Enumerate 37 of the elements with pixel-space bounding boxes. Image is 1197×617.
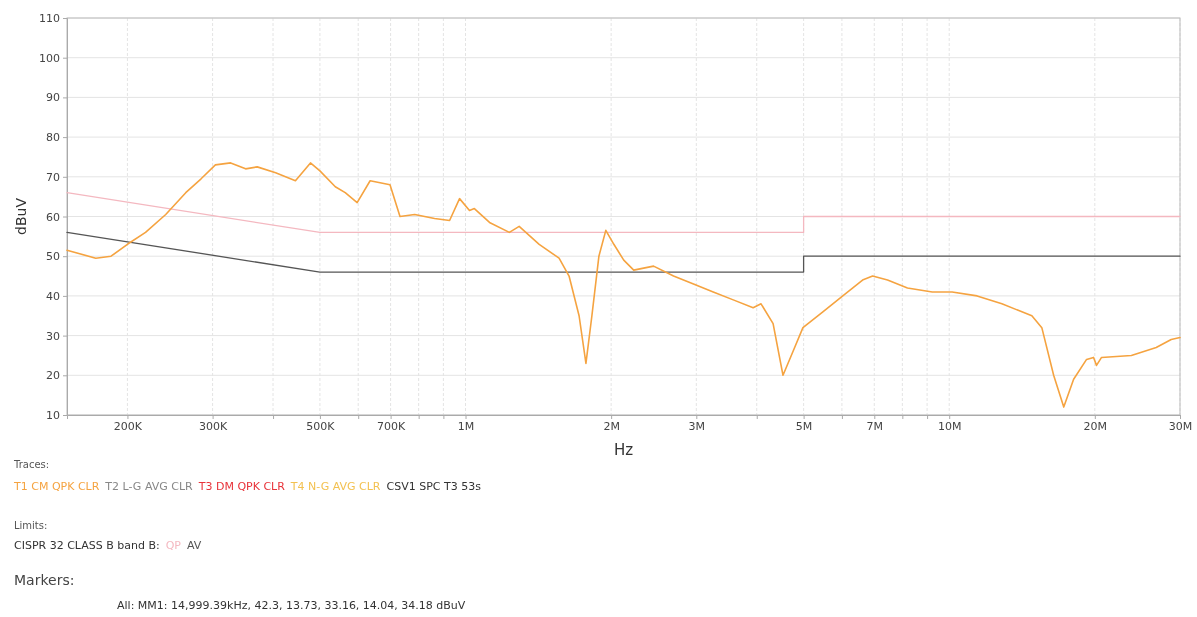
y-tick-label: 30 xyxy=(46,329,60,343)
x-tick-label: 7M xyxy=(866,419,884,433)
x-tick-label: 30M xyxy=(1168,419,1193,433)
y-tick-label: 60 xyxy=(46,210,60,224)
x-tick-label: 10M xyxy=(937,419,962,433)
x-tick-label: 700K xyxy=(376,419,406,433)
x-tick-label: 1M xyxy=(457,419,475,433)
x-tick-label: 200K xyxy=(113,419,143,433)
y-tick-label: 110 xyxy=(39,12,60,26)
x-tick-label: 3M xyxy=(688,419,706,433)
y-tick-label: 100 xyxy=(39,51,60,65)
text: AV xyxy=(187,539,202,552)
text: CISPR 32 CLASS B band B: xyxy=(14,539,160,552)
y-tick-label: 70 xyxy=(46,170,60,184)
text: Markers: xyxy=(14,572,75,588)
x-tick-label: 2M xyxy=(603,419,620,433)
x-axis-title: Hz xyxy=(613,441,634,459)
text: Traces: xyxy=(13,459,50,470)
y-tick-label: 50 xyxy=(46,250,60,264)
text: T1 CM QPK CLR xyxy=(13,480,100,493)
y-axis-title: dBuV xyxy=(13,197,29,235)
text: Limits: xyxy=(14,520,48,531)
x-tick-label: 20M xyxy=(1083,419,1108,433)
text: T3 DM QPK CLR xyxy=(197,480,286,493)
y-tick-label: 40 xyxy=(46,289,60,303)
y-tick-label: 10 xyxy=(46,409,60,423)
y-tick-label: 90 xyxy=(46,91,60,105)
text: CSV1 SPC T3 53s xyxy=(386,480,482,493)
x-tick-label: 5M xyxy=(795,419,813,433)
text: T2 L-G AVG CLR xyxy=(104,480,194,493)
text: T4 N-G AVG CLR xyxy=(289,480,381,493)
x-tick-label: 500K xyxy=(306,419,336,433)
y-tick-label: 80 xyxy=(46,131,60,145)
text: All: MM1: 14,999.39kHz, 42.3, 13.73, 33.16, 14.04, 34.18 dBuV xyxy=(117,599,466,612)
y-tick-label: 20 xyxy=(46,369,60,383)
text: QP xyxy=(165,539,182,552)
x-tick-label: 300K xyxy=(199,419,228,433)
